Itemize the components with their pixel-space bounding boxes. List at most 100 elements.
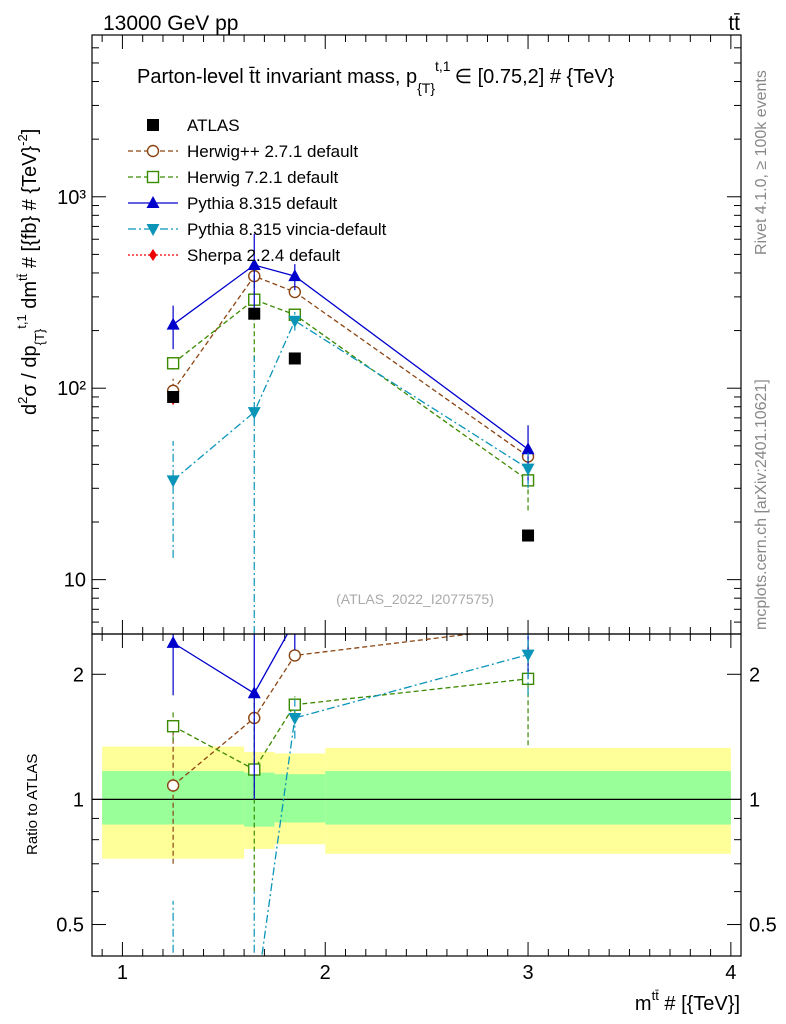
y-label-d-sup: -2	[15, 134, 30, 146]
ratio-series-pythia-8-315-vincia-default	[167, 634, 535, 1018]
y-label-b: σ / dp	[19, 345, 41, 396]
series-pythia-8-315-default	[166, 233, 535, 483]
ratio-series-line	[172, 634, 476, 787]
legend-item: Pythia 8.315 vincia-default	[128, 220, 387, 239]
ratio-data-point	[247, 686, 261, 699]
stat-uncertainty-band	[325, 771, 731, 825]
main-panel-series	[166, 233, 535, 634]
data-point	[521, 463, 535, 476]
analysis-id: (ATLAS_2022_I2077575)	[336, 591, 494, 607]
series-line	[172, 319, 529, 481]
energy-label: 13000 GeV pp	[103, 12, 238, 35]
process-label: tt̄	[728, 12, 740, 35]
main-panel-ticks: 10 10² 10³	[57, 34, 741, 634]
legend-label: Pythia 8.315 vincia-default	[187, 220, 387, 239]
legend-marker	[146, 224, 160, 236]
ratio-data-point	[166, 779, 180, 792]
y-label-c-sup: tt̄	[15, 273, 30, 281]
data-point	[288, 352, 301, 365]
series-herwig-2-7-1-default	[166, 269, 535, 463]
mcplots-label: mcplots.cern.ch [arXiv:2401.10621]	[753, 379, 770, 630]
data-point	[247, 258, 261, 271]
chart-title-tail: ∈ [0.75,2] # {TeV}	[455, 66, 615, 88]
ratio-data-point	[248, 1006, 261, 1018]
x-tick-label: 4	[725, 962, 736, 984]
series-line	[172, 298, 529, 481]
stat-uncertainty-band	[274, 774, 326, 823]
ratio-y-tick-label: 0.5	[56, 915, 84, 937]
y-axis-label: d2σ / dp{T}t,1 dmtt̄ # [{fb} # {TeV}-2]	[14, 129, 47, 415]
data-point	[288, 269, 302, 282]
ratio-panel-series	[166, 614, 535, 1018]
x-tick-label: 1	[117, 962, 128, 984]
legend-item: Pythia 8.315 default	[128, 194, 338, 213]
ratio-y-tick-label-right: 1	[749, 789, 760, 811]
x-tick-label: 2	[320, 962, 331, 984]
ratio-y-tick-label-right: 2	[749, 664, 760, 686]
series-line	[172, 275, 529, 457]
y-tick-label: 10	[64, 570, 86, 592]
data-point	[247, 407, 261, 420]
data-point	[288, 315, 302, 328]
legend-marker	[147, 119, 159, 131]
ratio-series-line	[172, 678, 529, 771]
y-label-d: # [{fb} # {TeV}	[19, 145, 41, 273]
y-label-c: dm	[19, 281, 41, 314]
ratio-series-herwig-2-7-1-default	[166, 634, 476, 864]
legend-marker	[149, 249, 157, 261]
ratio-data-point	[166, 720, 180, 733]
x-axis-label: mtt̄ # [{TeV}]	[635, 988, 740, 1015]
series-line	[172, 264, 529, 450]
data-point	[166, 317, 180, 330]
y-label-b-sub: {T}	[32, 328, 47, 345]
y-tick-label: 10³	[57, 187, 86, 209]
y-tick-label: 10²	[57, 378, 86, 400]
ratio-data-point	[288, 614, 301, 626]
ratio-y-axis-label: Ratio to ATLAS	[24, 754, 41, 855]
ratio-data-point	[288, 649, 302, 662]
rivet-label: Rivet 4.1.0, ≥ 100k events	[753, 70, 770, 255]
ratio-series-clipped	[166, 614, 535, 1018]
series-herwig-7-2-1-default	[166, 265, 535, 511]
ratio-series-line	[261, 654, 529, 956]
legend-marker	[146, 196, 160, 208]
ratio-y-tick-label-right: 0.5	[749, 915, 777, 937]
x-label-sup: tt̄	[652, 988, 660, 1003]
series-atlas	[167, 307, 535, 542]
legend-item: Sherpa 2.2.4 default	[128, 246, 340, 265]
legend-item: ATLAS	[147, 116, 240, 135]
legend-marker	[146, 144, 160, 158]
ratio-data-point	[167, 974, 180, 986]
legend-label: Herwig++ 2.7.1 default	[187, 142, 358, 161]
y-label-b-sup: t,1	[14, 314, 29, 328]
chart-title-sup: t,1	[435, 58, 451, 74]
ratio-panel-ticks: 0.5 0.5 1 1 2 2 1 2 3 4	[56, 634, 777, 984]
ratio-series-line	[172, 634, 289, 695]
y-label-a-sup: 2	[15, 397, 30, 404]
data-point	[167, 390, 180, 403]
ratio-uncertainty-bands	[92, 746, 741, 859]
legend-label: Pythia 8.315 default	[187, 194, 338, 213]
y-label-e: ]	[19, 129, 41, 135]
ratio-data-point	[288, 712, 302, 725]
chart-title-main: Parton-level t̄t invariant mass, p	[137, 66, 417, 88]
ratio-y-tick-label: 2	[73, 664, 84, 686]
y-label-a: d	[19, 404, 41, 415]
legend-label: Sherpa 2.2.4 default	[187, 246, 340, 265]
series-pythia-8-315-vincia-default	[166, 312, 535, 634]
legend-label: Herwig 7.2.1 default	[187, 168, 338, 187]
ratio-data-point	[521, 649, 535, 662]
legend-item: Herwig 7.2.1 default	[128, 168, 338, 187]
chart-title: Parton-level t̄t invariant mass, p{T}t,1…	[137, 58, 615, 96]
legend: ATLAS Herwig++ 2.7.1 default Herwig 7.2.1 …	[128, 116, 387, 265]
data-point	[248, 307, 261, 320]
ratio-frame	[91, 633, 742, 957]
chart-title-sub: {T}	[417, 80, 435, 96]
legend-label: ATLAS	[187, 116, 240, 135]
ratio-y-tick-label: 1	[73, 789, 84, 811]
legend-marker	[146, 170, 160, 184]
x-label-main: m	[635, 993, 652, 1015]
data-point	[166, 475, 180, 488]
legend-item: Herwig++ 2.7.1 default	[128, 142, 358, 161]
